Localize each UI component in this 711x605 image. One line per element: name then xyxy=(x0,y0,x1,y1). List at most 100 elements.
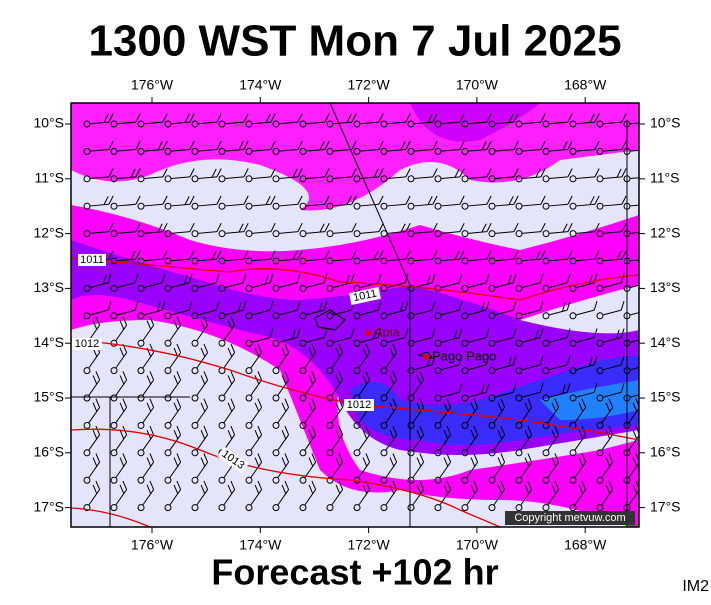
barb-feather xyxy=(378,223,384,232)
barb-feather xyxy=(454,250,460,260)
wind-barb xyxy=(515,195,546,210)
barb-feather xyxy=(162,113,168,123)
barb-feather xyxy=(297,113,303,123)
barb-feather xyxy=(257,480,263,490)
barb-stem xyxy=(88,352,101,369)
barb-station xyxy=(569,449,577,457)
wind-barb xyxy=(542,195,573,210)
barb-stem xyxy=(440,309,460,316)
barb-feather xyxy=(189,195,195,205)
lat-label: 14°S xyxy=(33,334,64,350)
barb-station xyxy=(434,339,442,347)
barb-station xyxy=(596,449,604,457)
barb-stem xyxy=(629,121,639,125)
barb-station xyxy=(461,394,469,402)
wind-barb xyxy=(110,168,141,183)
wind-barb xyxy=(326,140,357,155)
barb-feather xyxy=(566,355,571,366)
wind-barb xyxy=(137,453,155,484)
wind-barb xyxy=(272,140,303,155)
barb-feather xyxy=(404,328,409,338)
barb-feather xyxy=(508,196,514,205)
barb-stem xyxy=(305,121,325,125)
barb-stem xyxy=(521,309,541,316)
barb-feather xyxy=(270,223,276,232)
wind-barb xyxy=(488,223,519,238)
barb-stem xyxy=(466,489,479,506)
barb-station xyxy=(434,312,442,320)
lat-label: 16°S xyxy=(33,444,64,460)
barb-feather xyxy=(230,316,236,326)
wind-barb xyxy=(515,328,544,347)
barb-station xyxy=(488,312,496,320)
wind-barb xyxy=(353,250,384,265)
barb-feather xyxy=(284,343,290,353)
barb-feather xyxy=(458,355,463,366)
barb-stem xyxy=(89,176,109,180)
barb-stem xyxy=(440,337,460,343)
barb-feather xyxy=(594,168,600,178)
title: 1300 WST Mon 7 Jul 2025 xyxy=(88,17,621,66)
barb-feather xyxy=(400,141,406,151)
barb-feather xyxy=(404,300,409,311)
barb-feather xyxy=(567,250,573,260)
barb-feather xyxy=(189,113,195,123)
barb-stem xyxy=(467,309,487,316)
barb-feather xyxy=(362,484,368,494)
barb-feather xyxy=(107,273,112,283)
barb-feather xyxy=(173,484,179,494)
wind-barb xyxy=(353,328,382,347)
barb-stem xyxy=(224,282,244,289)
barb-stem xyxy=(467,258,487,262)
barb-feather xyxy=(485,300,490,311)
label-box xyxy=(217,446,249,474)
barb-stem xyxy=(629,337,639,343)
barb-feather xyxy=(257,343,263,353)
barb-feather xyxy=(335,429,341,440)
barb-station xyxy=(488,284,496,292)
barb-feather xyxy=(648,141,654,149)
barb-stem xyxy=(197,148,217,152)
wind-barb xyxy=(542,480,560,512)
barb-feather xyxy=(297,195,303,205)
barb-stem xyxy=(494,148,514,152)
barb-feather xyxy=(243,223,249,232)
barb-stem xyxy=(332,203,352,207)
barb-feather xyxy=(419,371,425,381)
wind-barb xyxy=(83,398,101,429)
barb-stem xyxy=(548,148,568,152)
wind-barb xyxy=(623,480,639,512)
barb-stem xyxy=(304,461,317,479)
barb-stem xyxy=(629,203,639,207)
barb-stem xyxy=(224,176,244,180)
barb-stem xyxy=(574,434,587,451)
barb-stem xyxy=(196,461,209,479)
wind-barb xyxy=(272,343,290,375)
barb-stem xyxy=(548,203,568,207)
wind-barb xyxy=(218,168,249,183)
barb-feather xyxy=(377,328,382,338)
barb-station xyxy=(299,312,307,320)
barb-feather xyxy=(119,375,125,385)
barb-stem xyxy=(494,282,514,289)
barb-stem xyxy=(520,461,533,479)
barb-feather xyxy=(588,274,593,285)
barb-stem xyxy=(575,176,595,180)
wind-barb xyxy=(569,195,600,210)
barb-feather xyxy=(311,480,317,490)
wind-barb xyxy=(623,282,639,292)
wind-barb xyxy=(515,480,533,512)
barb-stem xyxy=(359,337,379,343)
barb-stem xyxy=(359,148,379,152)
barb-feather xyxy=(254,457,260,467)
barb-feather xyxy=(134,273,139,283)
barb-feather xyxy=(527,425,533,435)
wind-barb xyxy=(407,250,438,265)
barb-stem xyxy=(521,231,541,234)
barb-feather xyxy=(281,484,287,494)
barb-stem xyxy=(521,203,541,207)
wind-barb xyxy=(461,383,490,402)
barb-feather xyxy=(594,250,600,260)
barb-stem xyxy=(521,364,541,371)
wind-barb xyxy=(110,113,141,128)
